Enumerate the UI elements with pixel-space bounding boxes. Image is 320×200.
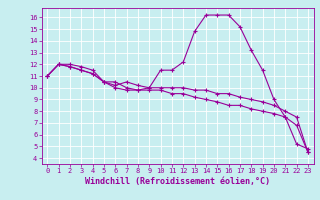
X-axis label: Windchill (Refroidissement éolien,°C): Windchill (Refroidissement éolien,°C) bbox=[85, 177, 270, 186]
